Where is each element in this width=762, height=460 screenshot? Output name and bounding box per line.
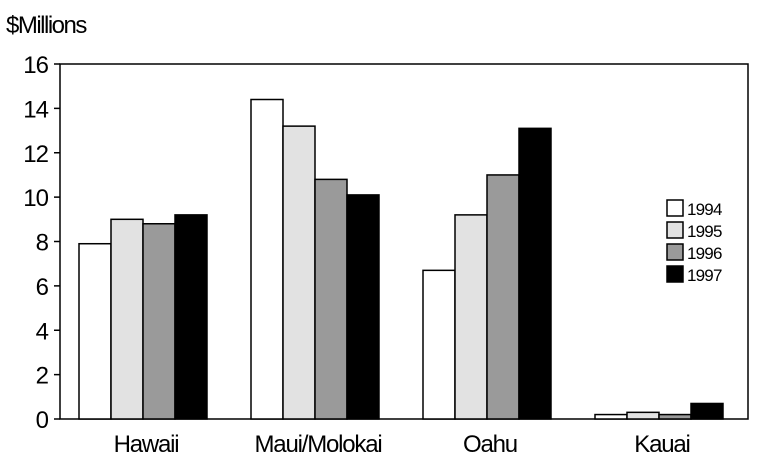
bar-hawaii-1996 [142,223,176,420]
y-axis-ticks: 0 2 4 6 8 10 12 14 16 [23,52,60,434]
bar-maui-molokai-1994 [250,98,284,420]
bar-hawaii-1995 [110,218,144,420]
bar-kauai-1995 [626,411,660,420]
bar-oahu-1997 [518,127,552,420]
y-tick-label: 4 [36,318,49,345]
y-tick-label: 14 [23,96,48,123]
y-tick-label: 16 [23,52,48,79]
legend-swatch-1995 [666,221,684,239]
x-category-label: Oahu [463,431,517,458]
legend-label-1996: 1996 [687,244,722,263]
legend-label-1994: 1994 [687,200,722,219]
legend-label-1997: 1997 [687,266,722,285]
legend-label-1995: 1995 [687,222,722,241]
legend: 1994 1995 1996 1997 [666,199,723,285]
y-tick-label: 10 [23,185,48,212]
y-tick-label: 0 [36,407,49,434]
legend-swatch-1997 [666,265,684,283]
x-category-label: Hawaii [114,431,179,458]
y-tick-label: 6 [36,274,49,301]
bar-kauai-1994 [594,413,628,420]
bar-maui-molokai-1997 [346,194,380,420]
plot-area [59,63,749,420]
bar-oahu-1994 [422,269,456,420]
x-category-label: Kauai [634,431,689,458]
y-tick-label: 12 [23,141,48,168]
y-tick-label: 8 [36,230,49,257]
bar-maui-molokai-1996 [314,178,348,420]
bar-hawaii-1997 [174,214,208,420]
bar-kauai-1997 [690,402,724,420]
bar-oahu-1996 [486,174,520,420]
y-tick-label: 2 [36,363,49,390]
bar-hawaii-1994 [78,242,112,420]
x-axis-labels: Hawaii Maui/Molokai Oahu Kauai [114,431,691,458]
bar-maui-molokai-1995 [282,125,316,420]
y-axis-label: $Millions [6,12,87,39]
legend-swatch-1994 [666,199,684,217]
bar-kauai-1996 [658,413,692,420]
legend-swatch-1996 [666,243,684,261]
x-category-label: Maui/Molokai [255,431,382,458]
bar-oahu-1995 [454,214,488,420]
